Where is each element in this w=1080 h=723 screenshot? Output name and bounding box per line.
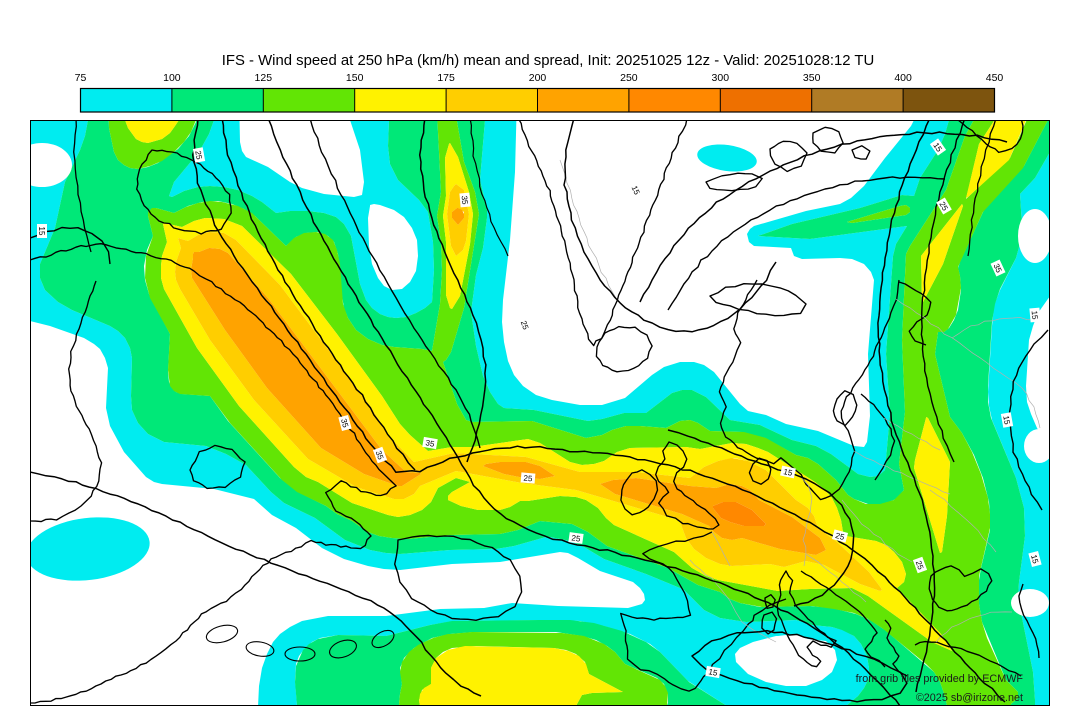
- svg-text:175: 175: [437, 72, 455, 84]
- svg-text:15: 15: [783, 467, 794, 478]
- svg-text:15: 15: [1029, 554, 1040, 565]
- svg-text:15: 15: [37, 227, 46, 236]
- svg-text:400: 400: [894, 72, 912, 84]
- svg-text:300: 300: [712, 72, 730, 84]
- svg-text:from grib files provided by EC: from grib files provided by ECMWF: [856, 673, 1024, 685]
- svg-text:25: 25: [519, 319, 531, 331]
- svg-text:15: 15: [1030, 310, 1040, 320]
- svg-text:25: 25: [914, 559, 926, 571]
- svg-text:250: 250: [620, 72, 638, 84]
- svg-text:125: 125: [255, 72, 273, 84]
- svg-text:35: 35: [460, 195, 470, 205]
- svg-text:25: 25: [193, 150, 204, 161]
- svg-text:15: 15: [708, 667, 719, 678]
- svg-text:450: 450: [986, 72, 1004, 84]
- svg-text:25: 25: [834, 531, 845, 542]
- svg-text:25: 25: [571, 533, 582, 543]
- svg-text:35: 35: [425, 438, 436, 449]
- svg-text:15: 15: [1001, 415, 1012, 426]
- svg-text:IFS - Wind speed at 250 hPa (k: IFS - Wind speed at 250 hPa (km/h) mean …: [222, 53, 875, 69]
- svg-text:35: 35: [339, 418, 350, 429]
- svg-text:©2025 sb@irizone.net: ©2025 sb@irizone.net: [916, 692, 1023, 704]
- svg-text:35: 35: [374, 449, 386, 461]
- svg-text:150: 150: [346, 72, 364, 84]
- svg-text:15: 15: [630, 184, 642, 196]
- svg-text:200: 200: [529, 72, 547, 84]
- svg-text:100: 100: [163, 72, 181, 84]
- svg-text:25: 25: [523, 474, 533, 484]
- svg-text:350: 350: [803, 72, 821, 84]
- svg-text:75: 75: [75, 72, 87, 84]
- svg-text:35: 35: [992, 262, 1004, 274]
